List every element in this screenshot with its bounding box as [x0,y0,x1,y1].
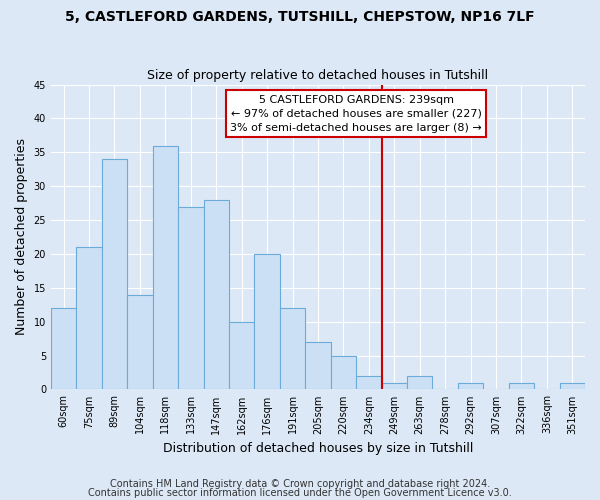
Bar [331,356,356,390]
Bar [203,200,229,390]
Bar [560,382,585,390]
Bar [127,294,152,390]
Bar [102,159,127,390]
Bar [382,382,407,390]
Bar [458,382,483,390]
Text: Contains HM Land Registry data © Crown copyright and database right 2024.: Contains HM Land Registry data © Crown c… [110,479,490,489]
Bar [76,247,102,390]
Title: Size of property relative to detached houses in Tutshill: Size of property relative to detached ho… [148,69,488,82]
Bar [152,146,178,390]
Bar [254,254,280,390]
Y-axis label: Number of detached properties: Number of detached properties [15,138,28,336]
X-axis label: Distribution of detached houses by size in Tutshill: Distribution of detached houses by size … [163,442,473,455]
Bar [229,322,254,390]
Text: 5, CASTLEFORD GARDENS, TUTSHILL, CHEPSTOW, NP16 7LF: 5, CASTLEFORD GARDENS, TUTSHILL, CHEPSTO… [65,10,535,24]
Bar [407,376,433,390]
Text: Contains public sector information licensed under the Open Government Licence v3: Contains public sector information licen… [88,488,512,498]
Bar [305,342,331,390]
Bar [51,308,76,390]
Text: 5 CASTLEFORD GARDENS: 239sqm
← 97% of detached houses are smaller (227)
3% of se: 5 CASTLEFORD GARDENS: 239sqm ← 97% of de… [230,94,482,132]
Bar [356,376,382,390]
Bar [280,308,305,390]
Bar [178,206,203,390]
Bar [509,382,534,390]
